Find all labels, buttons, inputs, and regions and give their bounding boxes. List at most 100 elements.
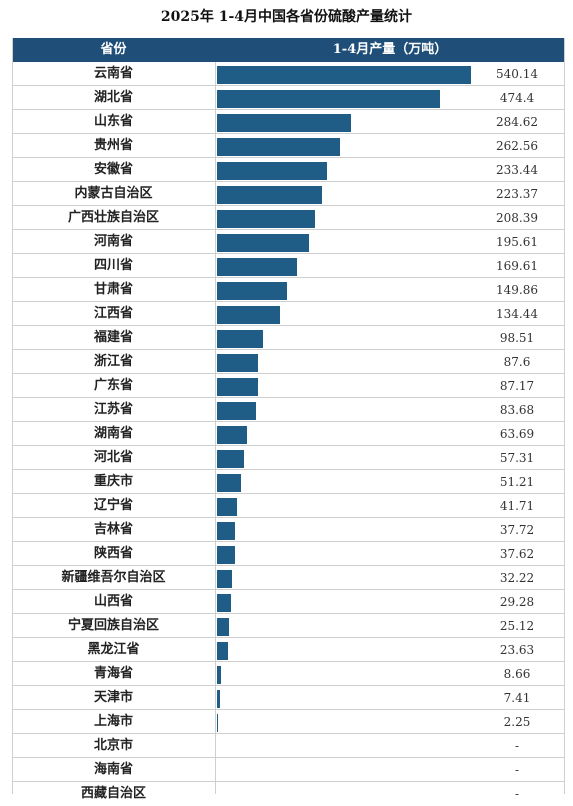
- value-label: 98.51: [499, 331, 535, 345]
- province-label: 海南省: [93, 762, 133, 777]
- bar: [217, 186, 323, 204]
- bar: [217, 282, 288, 300]
- province-label: 上海市: [93, 714, 133, 729]
- value-label: 540.14: [496, 67, 538, 81]
- table-row: 山东省 284.62: [12, 110, 565, 134]
- province-label: 黑龙江省: [87, 642, 140, 657]
- bar: [217, 666, 222, 684]
- table-row: 吉林省 37.72: [12, 518, 565, 542]
- table-row: 内蒙古自治区 223.37: [12, 182, 565, 206]
- bar: [217, 162, 327, 180]
- value-label: 8.66: [503, 667, 531, 681]
- value-label: 208.39: [496, 211, 538, 225]
- province-label: 云南省: [93, 66, 133, 81]
- bar: [217, 138, 341, 156]
- bar: [217, 210, 315, 228]
- bar: [217, 378, 258, 396]
- bar: [217, 66, 471, 84]
- value-label: 262.56: [496, 139, 538, 153]
- table-row: 湖南省 63.69: [12, 422, 565, 446]
- province-label: 广西壮族自治区: [67, 210, 159, 225]
- bar: [217, 642, 229, 660]
- bar: [217, 234, 309, 252]
- province-label: 江西省: [93, 306, 133, 321]
- value-label: 37.72: [499, 523, 535, 537]
- table-row: 青海省 8.66: [12, 662, 565, 686]
- value-label: 25.12: [499, 619, 535, 633]
- table-row: 黑龙江省 23.63: [12, 638, 565, 662]
- value-label: 474.4: [499, 91, 535, 105]
- table-row: 福建省 98.51: [12, 326, 565, 350]
- bar: [217, 426, 247, 444]
- table-row: 天津市 7.41: [12, 686, 565, 710]
- bar: [217, 546, 235, 564]
- province-label: 陕西省: [93, 546, 133, 561]
- value-label: 23.63: [499, 643, 535, 657]
- table-grid: [12, 38, 565, 794]
- table-row: 甘肃省 149.86: [12, 278, 565, 302]
- bar: [217, 330, 264, 348]
- header-output: 1-4月产量（万吨）: [332, 42, 448, 57]
- province-label: 江苏省: [93, 402, 133, 417]
- province-label: 河北省: [93, 450, 133, 465]
- table-row: 上海市 2.25: [12, 710, 565, 734]
- province-label: 吉林省: [93, 522, 133, 537]
- province-label: 内蒙古自治区: [74, 186, 153, 201]
- value-label: 83.68: [499, 403, 535, 417]
- data-table: 省份 1-4月产量（万吨） 云南省 540.14 湖北省 474.4 山东省 284.62…: [12, 38, 565, 801]
- table-row: 广西壮族自治区 208.39: [12, 206, 565, 230]
- bar: [217, 594, 231, 612]
- value-label: 2.25: [503, 715, 531, 729]
- value-label: 87.6: [503, 355, 531, 369]
- value-label: 149.86: [496, 283, 538, 297]
- province-label: 青海省: [93, 666, 133, 681]
- chart-title: 2025年 1-4月中国各省份硫酸产量统计: [160, 9, 413, 25]
- province-label: 宁夏回族自治区: [67, 618, 159, 633]
- value-label: 63.69: [499, 427, 535, 441]
- table-row: 宁夏回族自治区 25.12: [12, 614, 565, 638]
- table-row: 江西省 134.44: [12, 302, 565, 326]
- header-province: 省份: [100, 42, 127, 57]
- province-label: 湖南省: [93, 426, 133, 441]
- bar: [217, 690, 221, 708]
- bar: [217, 570, 233, 588]
- table-row: 辽宁省 41.71: [12, 494, 565, 518]
- value-label: 87.17: [499, 379, 535, 393]
- province-label: 天津市: [93, 690, 133, 705]
- province-label: 西藏自治区: [80, 786, 146, 801]
- bar: [217, 474, 242, 492]
- value-label: -: [514, 763, 520, 777]
- table-row: 西藏自治区 -: [12, 782, 565, 806]
- province-label: 山东省: [93, 114, 133, 129]
- province-label: 福建省: [93, 330, 133, 345]
- province-label: 贵州省: [93, 138, 133, 153]
- bar: [217, 402, 257, 420]
- value-label: -: [514, 787, 520, 801]
- bar: [217, 354, 259, 372]
- table-row: 河南省 195.61: [12, 230, 565, 254]
- table-row: 云南省 540.14: [12, 62, 565, 86]
- value-label: 169.61: [496, 259, 538, 273]
- province-label: 安徽省: [93, 162, 133, 177]
- value-label: 233.44: [496, 163, 538, 177]
- province-label: 甘肃省: [93, 282, 133, 297]
- table-row: 广东省 87.17: [12, 374, 565, 398]
- table-row: 海南省 -: [12, 758, 565, 782]
- value-label: 134.44: [496, 307, 538, 321]
- value-label: 51.21: [499, 475, 535, 489]
- value-label: 223.37: [496, 187, 538, 201]
- value-label: 41.71: [499, 499, 535, 513]
- province-label: 四川省: [93, 258, 133, 273]
- bar: [217, 114, 351, 132]
- table-row: 陕西省 37.62: [12, 542, 565, 566]
- table-row: 北京市 -: [12, 734, 565, 758]
- province-label: 辽宁省: [93, 498, 133, 513]
- table-row: 重庆市 51.21: [12, 470, 565, 494]
- bar: [217, 522, 235, 540]
- bar: [217, 450, 244, 468]
- province-label: 山西省: [93, 594, 133, 609]
- table-row: 四川省 169.61: [12, 254, 565, 278]
- province-label: 湖北省: [93, 90, 133, 105]
- bar: [217, 90, 441, 108]
- value-label: 37.62: [499, 547, 535, 561]
